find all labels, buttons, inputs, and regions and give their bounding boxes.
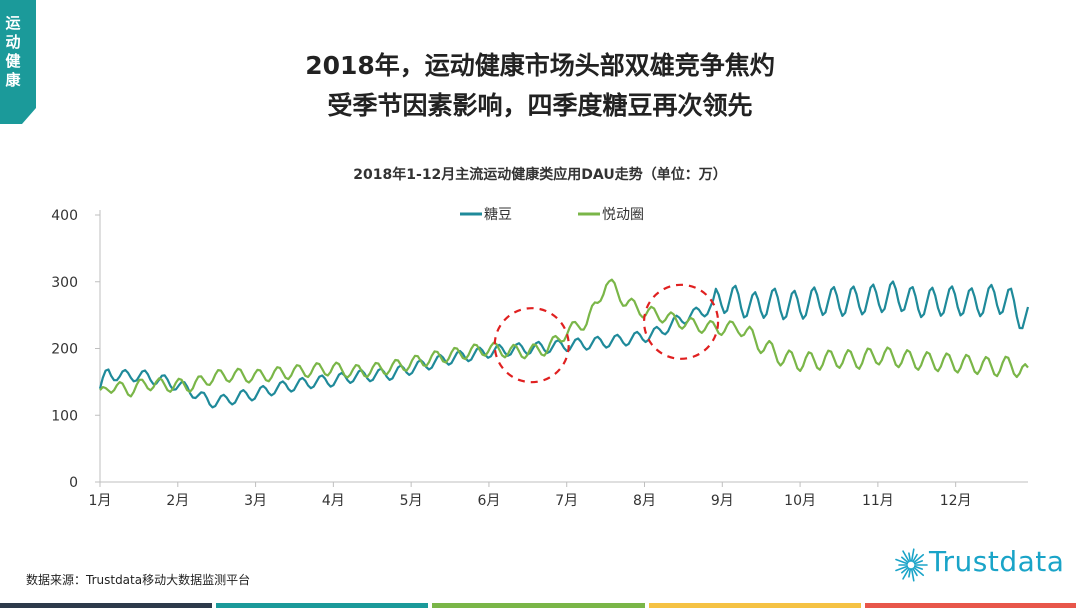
logo-ray [895, 565, 909, 572]
x-tick-label: 11月 [862, 493, 894, 509]
x-tick-label: 6月 [477, 493, 500, 509]
bottom-bar-segment [216, 603, 429, 608]
legend-label: 糖豆 [484, 207, 512, 223]
x-tick-label: 3月 [244, 493, 267, 509]
logo-ray [913, 566, 925, 577]
chart-title: 2018年1-12月主流运动健康类应用DAU走势（单位：万） [353, 167, 727, 183]
logo-ray [895, 558, 909, 565]
page-title-line1: 2018年，运动健康市场头部双雄竞争焦灼 [305, 51, 775, 80]
logo-ray [902, 567, 910, 580]
page-title-line2: 受季节因素影响，四季度糖豆再次领先 [327, 91, 753, 120]
logo-ray [913, 560, 924, 565]
logo-ray [901, 566, 909, 574]
logo-text: Trustdata [929, 545, 1065, 578]
logo-ray [912, 567, 918, 577]
bottom-color-bar [0, 603, 1080, 608]
legend-label: 悦动圈 [602, 207, 644, 223]
x-tick-label: 9月 [711, 493, 734, 509]
annotation-circle [493, 307, 570, 384]
bottom-bar-segment [432, 603, 645, 608]
logo-ray [913, 553, 925, 564]
sidebar-tag-shape [0, 0, 36, 124]
y-tick-label: 0 [69, 475, 78, 491]
sidebar-tag-char: 健 [5, 52, 21, 70]
bottom-bar-segment [0, 603, 213, 608]
series-line-yuedongquan [99, 278, 1029, 398]
sidebar-tag-char: 运 [5, 14, 21, 32]
x-tick-label: 7月 [555, 493, 578, 509]
bottom-bar-segment [864, 603, 1077, 608]
data-source: 数据来源：Trustdata移动大数据监测平台 [26, 573, 251, 587]
sidebar-tag-char: 动 [5, 33, 21, 51]
sidebar-tag-char: 康 [5, 71, 21, 89]
logo-ray [912, 553, 918, 563]
x-tick-label: 12月 [940, 493, 972, 509]
sidebar-tag-label: 运 动 健 康 [0, 14, 26, 90]
y-tick-label: 100 [51, 408, 78, 424]
dau-line-chart: 0 100 200 300 400 1月 2月 3月 4月 5月 6月 7月 8月 9月 10月 11月 12月… [51, 207, 1030, 509]
logo-ray [913, 565, 924, 570]
x-tick-label: 10月 [784, 493, 816, 509]
logo-burst-icon [895, 548, 928, 582]
x-tick-label: 4月 [322, 493, 345, 509]
logo-ray [908, 552, 912, 562]
y-tick-label: 200 [51, 342, 78, 358]
trustdata-logo: Trustdata [893, 535, 1073, 595]
logo-ray [910, 548, 915, 562]
sidebar-tag: 运 动 健 康 [0, 0, 36, 124]
bottom-bar-segment [648, 603, 861, 608]
y-tick-label: 300 [51, 275, 78, 291]
logo-ray [910, 568, 915, 582]
series-line-tangdou [98, 280, 1030, 409]
logo-ray [901, 556, 909, 564]
logo-ray [908, 568, 912, 578]
y-tick-label: 400 [51, 208, 78, 224]
logo-ray [902, 550, 910, 563]
x-tick-label: 2月 [166, 493, 189, 509]
x-tick-label: 8月 [633, 493, 656, 509]
x-tick-label: 5月 [400, 493, 423, 509]
x-tick-label: 1月 [89, 493, 112, 509]
